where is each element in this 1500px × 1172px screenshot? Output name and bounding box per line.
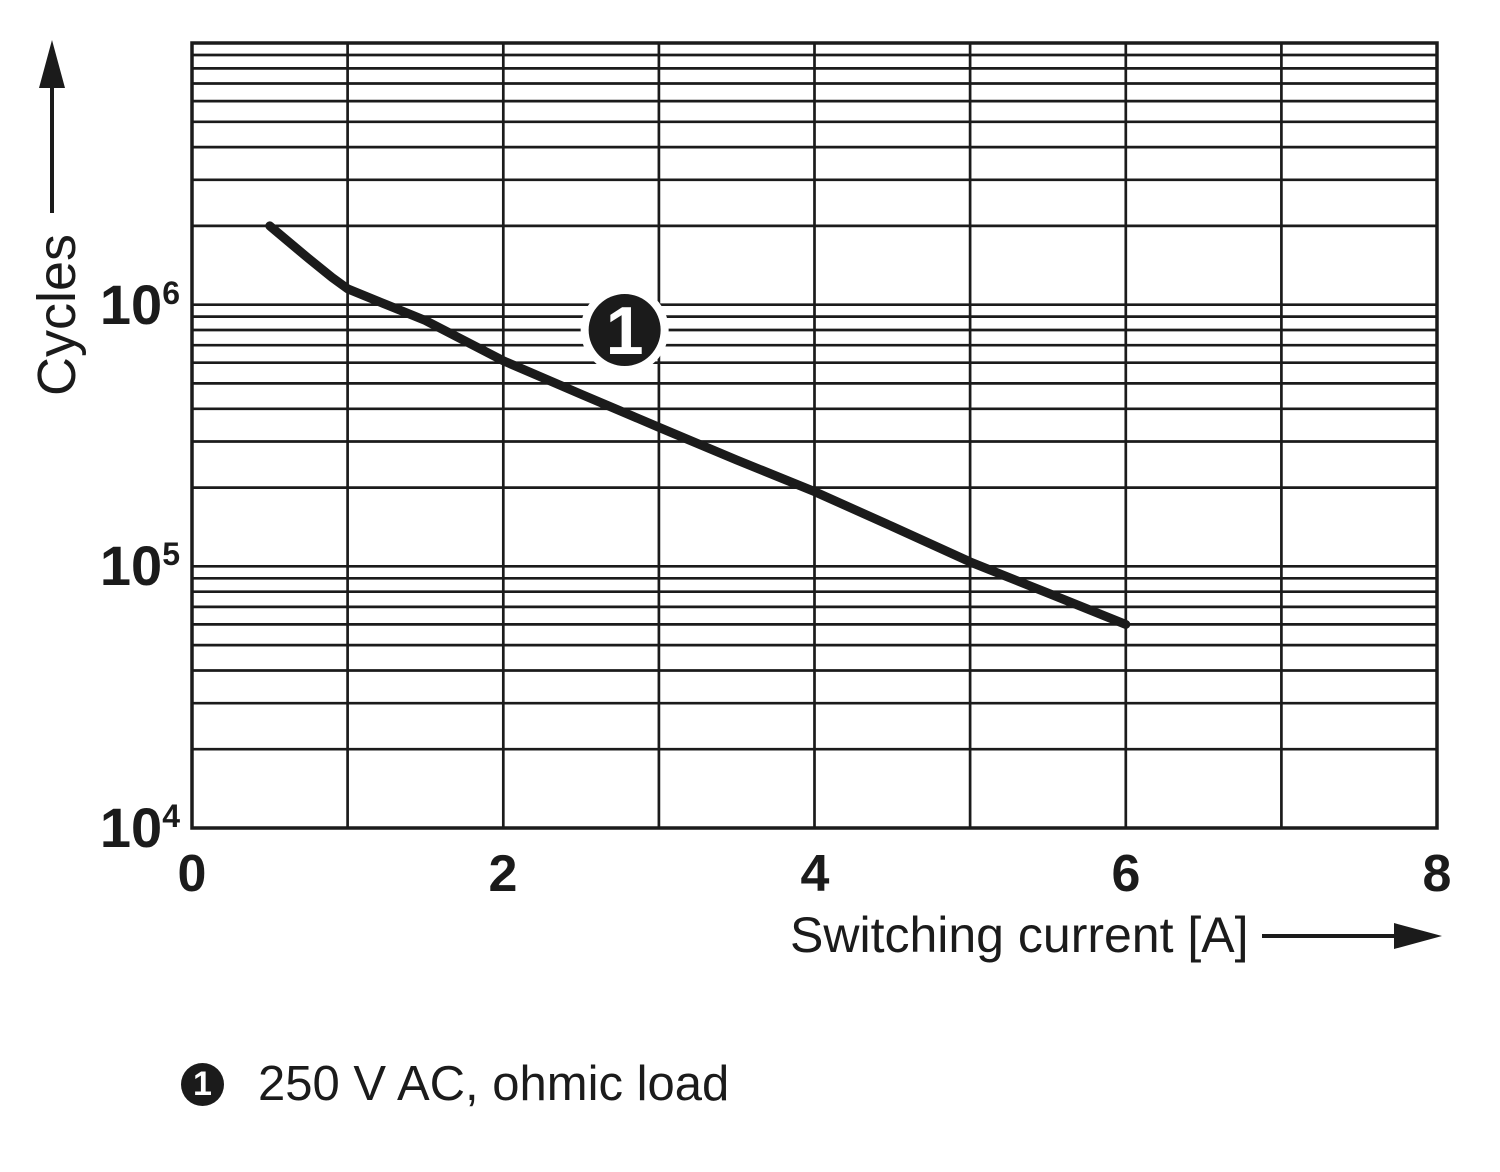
series-1-curve <box>265 221 1131 629</box>
x-tick-label: 8 <box>1422 845 1452 903</box>
plot-border <box>190 41 1439 830</box>
x-axis-arrow <box>1262 923 1442 949</box>
y-tick-base: 10 <box>99 273 163 336</box>
y-tick-exponent: 5 <box>162 536 180 572</box>
y-axis-arrow <box>39 40 65 213</box>
y-tick-label: 106 <box>100 277 180 333</box>
curve-marker-circle <box>588 294 661 367</box>
x-tick-label: 6 <box>1111 845 1141 903</box>
y-axis-arrow-head-icon <box>39 40 65 88</box>
legend-series-1-label: 250 V AC, ohmic load <box>258 1057 730 1111</box>
y-tick-base: 10 <box>99 796 163 859</box>
y-axis-title: Cycles <box>27 233 87 397</box>
y-tick-exponent: 4 <box>162 798 180 834</box>
y-tick-label: 105 <box>100 538 180 594</box>
x-axis-title: Switching current [A] <box>790 907 1249 963</box>
x-tick-label: 0 <box>177 845 207 903</box>
x-tick-label: 4 <box>800 845 830 903</box>
x-tick-label: 2 <box>488 845 518 903</box>
y-tick-exponent: 6 <box>162 275 180 311</box>
x-axis-arrow-head-icon <box>1394 923 1442 949</box>
y-tick-base: 10 <box>99 534 163 597</box>
legend-series-1-marker-icon: 1 <box>181 1062 224 1106</box>
curve-marker-label: 1 <box>606 293 644 369</box>
legend: 1 250 V AC, ohmic load <box>181 1056 729 1112</box>
y-tick-label: 104 <box>100 800 180 856</box>
